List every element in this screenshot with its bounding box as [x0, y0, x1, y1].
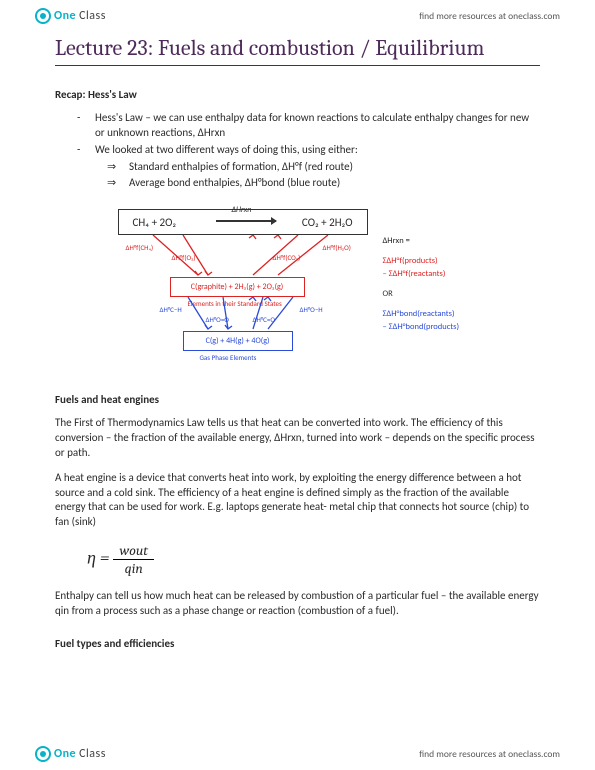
list-item: -We looked at two different ways of doin… — [77, 143, 540, 158]
eta-symbol: η — [87, 548, 96, 569]
engines-heading: Fuels and heat engines — [55, 393, 540, 406]
tiny-label: ΔH°f(CO₂) — [273, 253, 301, 262]
denominator: qin — [113, 560, 154, 577]
tiny-label: ΔH°f(H₂O) — [323, 243, 351, 252]
blue-box-text: C(g) + 4H(g) + 4O(g) — [206, 336, 270, 346]
eq-line: – ΣΔH°bond(products) — [383, 321, 493, 335]
list-text: We looked at two different ways of doing… — [95, 143, 358, 158]
arrow-icon: ⇒ — [107, 176, 121, 191]
list-text: Hess's Law – we can use enthalpy data fo… — [95, 111, 540, 141]
list-item: ⇒ Standard enthalpies of formation, ΔH°f … — [107, 160, 540, 175]
tiny-label: ΔH°f(CH₄) — [126, 243, 154, 252]
eq-line: ΣΔH°f(products) — [383, 255, 493, 269]
red-box-text: C(graphite) + 2H₂(g) + 2O₂(g) — [191, 282, 283, 292]
eq-or: OR — [383, 288, 493, 302]
engines-p2: A heat engine is a device that converts … — [55, 471, 540, 530]
page-body: Lecture 23: Fuels and combustion / Equil… — [55, 35, 540, 735]
tiny-label: ΔH°O=O — [206, 315, 229, 324]
dash-icon: - — [77, 111, 85, 141]
brand-one: One — [54, 747, 76, 761]
resources-link-bottom[interactable]: find more resources at oneclass.com — [419, 748, 560, 760]
title-rule — [55, 65, 540, 66]
eq-line: ΔHrxn = — [383, 235, 493, 249]
dash-icon: - — [77, 143, 85, 158]
brand-logo: OneClass — [35, 8, 106, 24]
page-header: OneClass find more resources at oneclass… — [0, 0, 595, 32]
recap-sublist: ⇒ Standard enthalpies of formation, ΔH°f … — [107, 160, 540, 192]
side-equations: ΔHrxn = ΣΔH°f(products) – ΣΔH°f(reactant… — [383, 235, 493, 335]
hess-law-diagram: CH₄ + 2O₂ CO₂ + 2H₂O ΔHrxn C(graphite) +… — [108, 205, 488, 375]
resources-link-top[interactable]: find more resources at oneclass.com — [419, 10, 560, 22]
brand-icon — [35, 746, 51, 762]
recap-heading: Recap: Hess's Law — [55, 88, 540, 101]
blue-intermediate-box: C(g) + 4H(g) + 4O(g) — [183, 331, 293, 351]
reactant: CH₄ + 2O₂ — [132, 216, 176, 229]
blue-arrow-icon — [168, 297, 318, 332]
equals-symbol: = — [100, 548, 110, 569]
blue-caption: Gas Phase Elements — [200, 353, 257, 362]
brand-logo: OneClass — [35, 746, 106, 762]
rxn-arrow-label: ΔHrxn — [232, 205, 252, 215]
product: CO₂ + 2H₂O — [302, 216, 353, 229]
eq-line: – ΣΔH°f(reactants) — [383, 268, 493, 282]
tiny-label: ΔH°C=O — [253, 315, 276, 324]
fraction: wout qin — [113, 542, 154, 577]
engines-p1: The First of Thermodynamics Law tells us… — [55, 416, 540, 461]
brand-class: Class — [79, 747, 106, 761]
list-text: Average bond enthalpies, ΔH°bond (blue r… — [129, 176, 340, 191]
red-intermediate-box: C(graphite) + 2H₂(g) + 2O₂(g) — [170, 277, 305, 297]
page-footer: OneClass find more resources at oneclass… — [0, 738, 595, 770]
tiny-label: ΔH°C–H — [160, 305, 182, 314]
eq-line: ΣΔH°bond(reactants) — [383, 308, 493, 322]
reaction-arrow-icon — [216, 220, 276, 222]
numerator: wout — [113, 542, 154, 560]
list-text: Standard enthalpies of formation, ΔH°f (… — [129, 160, 353, 175]
brand-icon — [35, 8, 51, 24]
fueltypes-heading: Fuel types and efficiencies — [55, 637, 540, 650]
tiny-label: ΔH°O–H — [300, 305, 323, 314]
brand-one: One — [54, 9, 76, 23]
tiny-label: ΔH°f(O₂) — [172, 253, 196, 262]
brand-class: Class — [79, 9, 106, 23]
list-item: ⇒ Average bond enthalpies, ΔH°bond (blue … — [107, 176, 540, 191]
list-item: -Hess's Law – we can use enthalpy data f… — [77, 111, 540, 141]
efficiency-formula: η = wout qin — [87, 542, 540, 577]
recap-list: -Hess's Law – we can use enthalpy data f… — [77, 111, 540, 191]
page-title: Lecture 23: Fuels and combustion / Equil… — [55, 35, 540, 61]
engines-p3: Enthalpy can tell us how much heat can b… — [55, 589, 540, 619]
arrow-icon: ⇒ — [107, 160, 121, 175]
